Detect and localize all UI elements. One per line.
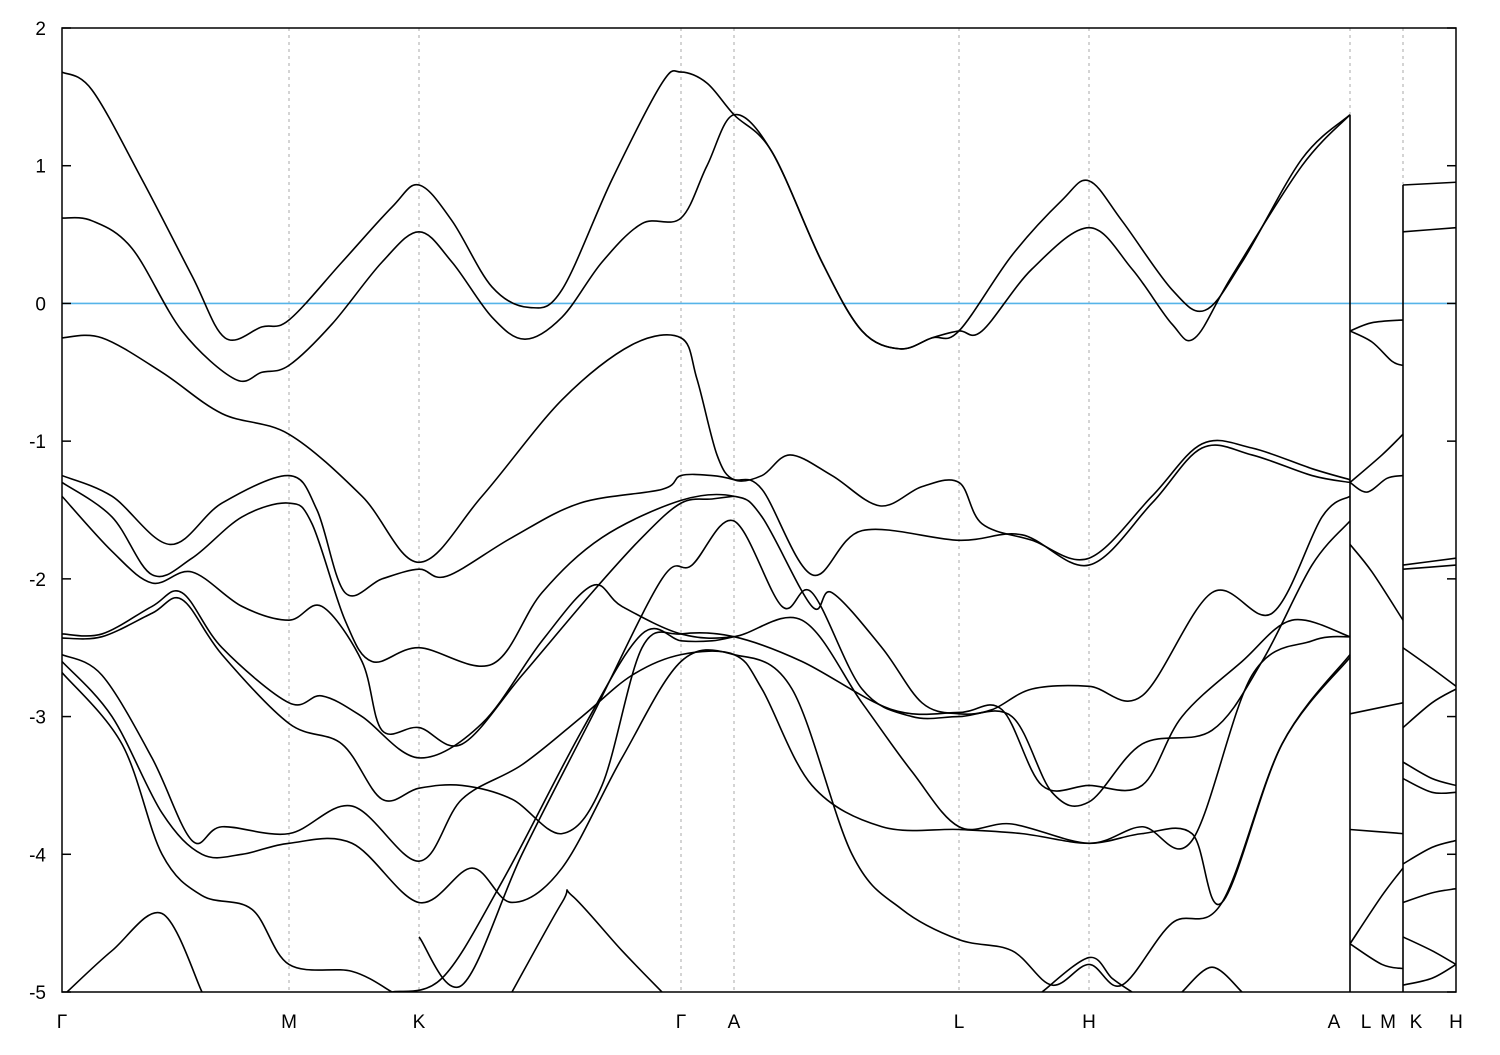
band-line-24 [1349,867,1404,945]
band-line-6 [62,583,1351,850]
band-line-9 [62,649,1351,987]
band-line-29 [1402,564,1456,571]
band-line-0 [62,70,1351,350]
band-line-12 [511,889,663,992]
band-line-33 [1402,777,1456,795]
band-line-17 [1349,319,1404,332]
band-line-18 [1349,330,1404,367]
band-line-2 [62,333,1351,564]
y-tick-label: 2 [35,19,46,40]
x-tick-label: M [281,1012,297,1033]
x-tick-label: K [1410,1012,1423,1033]
band-line-13 [391,627,735,992]
band-line-3 [62,444,1351,597]
band-line-10 [62,671,393,992]
band-line-21 [1349,543,1404,621]
band-line-34 [1402,839,1456,865]
x-tick-label: L [1361,1012,1372,1033]
band-line-11 [66,911,203,992]
y-tick-label: -2 [29,570,46,591]
x-tick-label: Γ [676,1012,686,1033]
band-line-31 [1402,688,1456,729]
y-tick-label: 0 [35,294,46,315]
x-tick-label: M [1380,1012,1396,1033]
band-line-27 [1402,226,1456,233]
band-line-20 [1349,474,1404,493]
band-line-26 [1402,181,1456,186]
x-tick-label: H [1082,1012,1096,1033]
band-line-37 [1402,963,1456,986]
band-line-5 [62,495,735,747]
y-tick-label: 1 [35,157,46,178]
band-line-1 [62,113,1351,383]
band-line-7 [62,597,1351,835]
band-line-14 [418,519,1351,989]
x-tick-label: H [1449,1012,1463,1033]
plot-frame [61,27,1457,993]
y-axis: -5 -4 -3 -2 -1 0 1 2 [29,19,1456,1004]
band-line-15 [1041,956,1133,992]
band-line-25 [1349,943,1404,970]
band-line-35 [1402,887,1456,904]
band-line-28 [1402,557,1456,566]
x-tick-label: L [954,1012,965,1033]
band-line-22 [1349,702,1404,715]
band-line-23 [1349,828,1404,835]
x-tick-label: A [1328,1012,1341,1033]
band-line-30 [1402,647,1456,687]
x-tick-label: A [728,1012,741,1033]
y-tick-label: -4 [29,845,46,866]
band-line-4 [62,481,1351,716]
band-line-36 [1402,936,1456,966]
band-line-32 [1402,761,1456,787]
band-line-16 [1181,966,1243,992]
bands-group [62,70,1456,992]
x-tick-label: K [413,1012,426,1033]
band-line-19 [1349,433,1404,484]
grid-lines [288,28,1404,992]
band-line-8 [62,650,1351,906]
x-tick-label: Γ [57,1012,67,1033]
y-tick-label: -5 [29,983,46,1004]
y-tick-label: -1 [29,432,46,453]
y-tick-label: -3 [29,708,46,729]
